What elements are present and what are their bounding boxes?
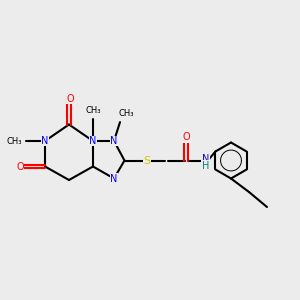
Text: N: N — [110, 173, 118, 184]
Text: O: O — [183, 132, 190, 142]
Text: N: N — [89, 136, 97, 146]
Text: CH₃: CH₃ — [85, 106, 101, 115]
Text: N: N — [202, 154, 209, 164]
Text: N: N — [41, 136, 49, 146]
Text: CH₃: CH₃ — [118, 109, 134, 118]
Text: O: O — [66, 94, 74, 104]
Text: CH₃: CH₃ — [7, 136, 22, 146]
Text: N: N — [110, 136, 118, 146]
Text: S: S — [143, 155, 151, 166]
Text: H: H — [202, 161, 209, 171]
Text: O: O — [16, 161, 24, 172]
